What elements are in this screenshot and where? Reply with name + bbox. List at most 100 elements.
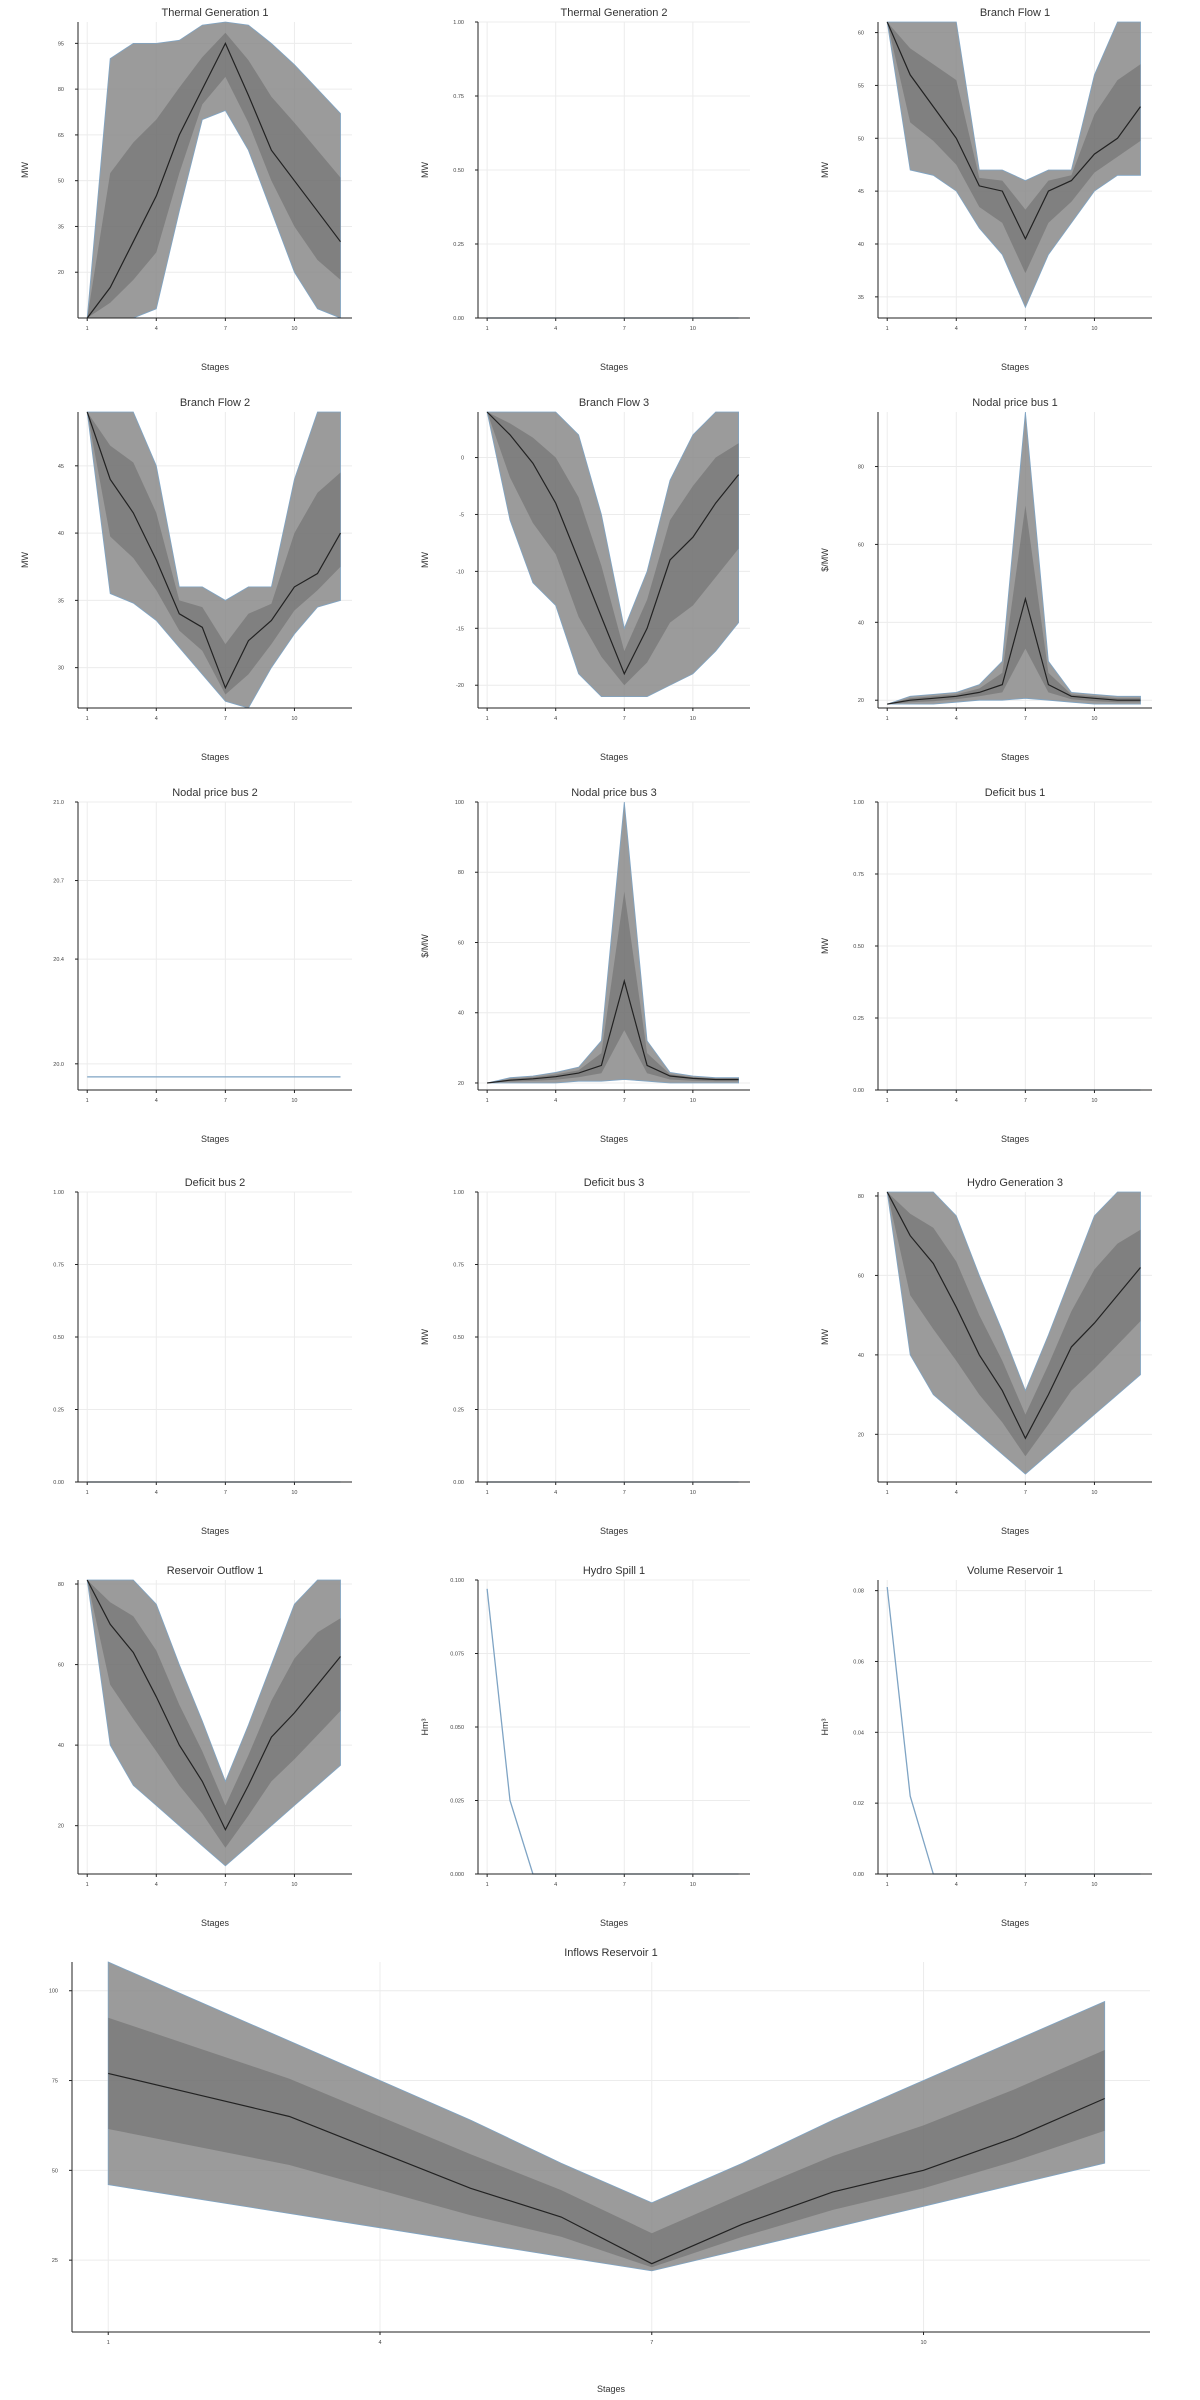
x-tick-label: 10 bbox=[291, 1490, 297, 1496]
y-tick-label: 0.08 bbox=[853, 1589, 864, 1595]
chart-title: Deficit bus 3 bbox=[584, 1177, 645, 1189]
chart-title: Nodal price bus 1 bbox=[972, 397, 1058, 409]
y-axis-label: MW bbox=[420, 1329, 430, 1345]
y-tick-label: -15 bbox=[456, 626, 464, 632]
confidence-band bbox=[886, 21, 1141, 309]
x-tick-label: 4 bbox=[554, 1098, 557, 1104]
y-tick-label: 1.00 bbox=[453, 1190, 464, 1196]
y-axis-label: MW bbox=[20, 162, 30, 178]
chart-title: Volume Reservoir 1 bbox=[967, 1565, 1063, 1577]
y-tick-label: 0.75 bbox=[453, 94, 464, 100]
y-axis-label: Hm³ bbox=[420, 1719, 430, 1736]
x-axis-label: Stages bbox=[1001, 1526, 1030, 1536]
x-tick-label: 7 bbox=[623, 1098, 626, 1104]
chart-panel: Branch Flow 2 Stages MW 30 35 40 45 1 4 7 10 bbox=[20, 397, 352, 762]
x-tick-label: 1 bbox=[86, 326, 89, 332]
x-tick-label: 1 bbox=[486, 716, 489, 722]
x-tick-label: 10 bbox=[1091, 1882, 1097, 1888]
y-tick-label: 80 bbox=[858, 1194, 864, 1200]
chart-panel: Deficit bus 2 Stages 0.00 0.25 0.50 0.75 1.00 1… bbox=[53, 1177, 352, 1536]
y-tick-label: 20 bbox=[858, 698, 864, 704]
inner-band bbox=[887, 505, 1141, 705]
y-tick-label: 1.00 bbox=[453, 20, 464, 26]
y-tick-label: 60 bbox=[858, 1273, 864, 1279]
y-tick-label: 20.0 bbox=[53, 1062, 64, 1068]
chart-title: Nodal price bus 3 bbox=[571, 787, 657, 799]
inner-band bbox=[87, 412, 341, 695]
y-tick-label: 0.50 bbox=[853, 944, 864, 950]
x-tick-label: 4 bbox=[378, 2340, 381, 2346]
x-axis-label: Stages bbox=[600, 362, 629, 372]
y-tick-label: 20 bbox=[858, 1432, 864, 1438]
inner-band bbox=[887, 1192, 1141, 1457]
x-tick-label: 7 bbox=[623, 326, 626, 332]
chart-title: Nodal price bus 2 bbox=[172, 787, 258, 799]
y-axis-label: $/MW bbox=[820, 548, 830, 572]
y-axis-label: MW bbox=[420, 162, 430, 178]
x-axis-label: Stages bbox=[1001, 1134, 1030, 1144]
x-tick-label: 7 bbox=[1024, 1098, 1027, 1104]
y-tick-label: 35 bbox=[858, 295, 864, 301]
chart-panel: Volume Reservoir 1 Stages Hm³ 0.00 0.02 0.04 0… bbox=[820, 1565, 1152, 1928]
y-tick-label: 0.25 bbox=[853, 1016, 864, 1022]
x-axis-label: Stages bbox=[201, 752, 230, 762]
x-axis-label: Stages bbox=[600, 752, 629, 762]
y-tick-label: 100 bbox=[49, 1989, 58, 1995]
inner-band bbox=[487, 891, 739, 1083]
y-tick-label: 40 bbox=[858, 242, 864, 248]
mean-line bbox=[886, 21, 1141, 241]
x-tick-label: 7 bbox=[623, 1882, 626, 1888]
x-tick-label: 4 bbox=[955, 1882, 958, 1888]
x-tick-label: 1 bbox=[107, 2340, 110, 2346]
y-tick-label: 0.000 bbox=[450, 1872, 464, 1878]
x-tick-label: 1 bbox=[886, 716, 889, 722]
y-tick-label: 60 bbox=[858, 542, 864, 548]
x-tick-label: 1 bbox=[886, 1098, 889, 1104]
confidence-band bbox=[486, 411, 739, 697]
x-tick-label: 7 bbox=[650, 2340, 653, 2346]
mean-line bbox=[86, 411, 342, 690]
y-axis-label: MW bbox=[20, 552, 30, 568]
y-tick-label: 25 bbox=[52, 2258, 58, 2264]
x-tick-label: 10 bbox=[1091, 1490, 1097, 1496]
x-tick-label: 1 bbox=[486, 1882, 489, 1888]
x-axis-label: Stages bbox=[597, 2384, 626, 2394]
x-tick-label: 1 bbox=[886, 1882, 889, 1888]
confidence-band bbox=[86, 21, 341, 319]
y-tick-label: 0.00 bbox=[853, 1088, 864, 1094]
x-tick-label: 10 bbox=[291, 1882, 297, 1888]
chart-title: Branch Flow 3 bbox=[579, 397, 649, 409]
y-tick-label: 0.00 bbox=[53, 1480, 64, 1486]
mean-line bbox=[108, 2072, 1105, 2265]
x-tick-label: 10 bbox=[690, 1098, 696, 1104]
x-tick-label: 4 bbox=[554, 1490, 557, 1496]
mean-line bbox=[86, 1579, 341, 1832]
inner-band bbox=[108, 2017, 1105, 2268]
y-axis-label: Hm³ bbox=[820, 1719, 830, 1736]
chart-title: Branch Flow 1 bbox=[980, 7, 1050, 19]
y-tick-label: 20.4 bbox=[53, 957, 64, 963]
y-tick-label: 60 bbox=[858, 31, 864, 37]
chart-title: Reservoir Outflow 1 bbox=[167, 1565, 264, 1577]
x-tick-label: 4 bbox=[155, 1098, 158, 1104]
chart-title: Inflows Reservoir 1 bbox=[564, 1947, 658, 1959]
y-tick-label: 0.50 bbox=[453, 168, 464, 174]
x-tick-label: 4 bbox=[955, 1098, 958, 1104]
chart-panel: Nodal price bus 3 Stages $/MW 20 40 60 80 100 1 4… bbox=[420, 787, 750, 1144]
x-tick-label: 4 bbox=[155, 326, 158, 332]
y-tick-label: 80 bbox=[458, 870, 464, 876]
x-tick-label: 1 bbox=[486, 1098, 489, 1104]
y-tick-label: 35 bbox=[58, 598, 64, 604]
y-tick-label: -20 bbox=[456, 683, 464, 689]
chart-panel: Deficit bus 1 Stages MW 0.00 0.25 0.50 0.75 1.0… bbox=[820, 787, 1152, 1144]
y-tick-label: 0.25 bbox=[453, 242, 464, 248]
x-tick-label: 1 bbox=[86, 1490, 89, 1496]
series-line bbox=[886, 1587, 1141, 1875]
x-tick-label: 7 bbox=[623, 1490, 626, 1496]
chart-panel: Nodal price bus 1 Stages $/MW 20 40 60 80 1 4 7 10 bbox=[820, 397, 1152, 762]
y-axis-label: MW bbox=[820, 938, 830, 954]
y-tick-label: 0.06 bbox=[853, 1659, 864, 1665]
chart-title: Branch Flow 2 bbox=[180, 397, 250, 409]
y-tick-label: 95 bbox=[58, 41, 64, 47]
